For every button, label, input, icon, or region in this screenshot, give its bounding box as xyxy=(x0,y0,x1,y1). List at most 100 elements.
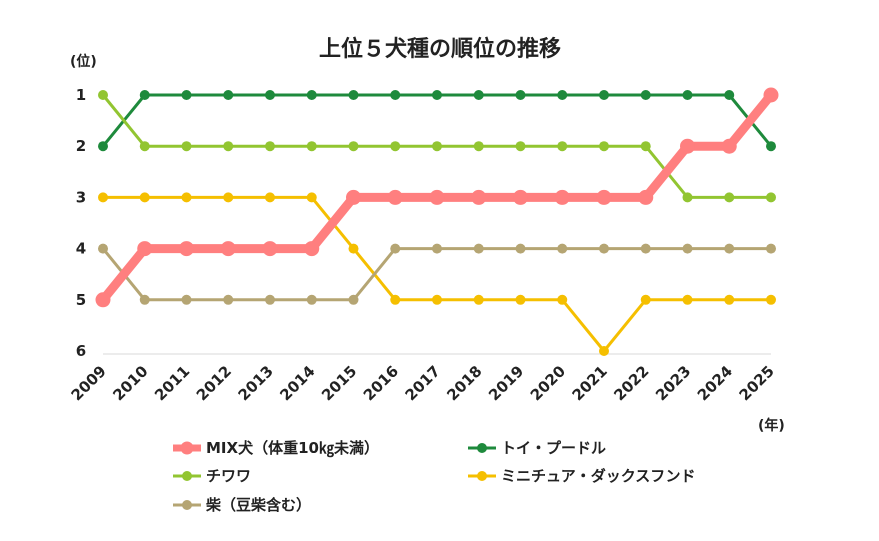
data-point xyxy=(557,141,568,152)
data-point xyxy=(306,294,317,305)
data-point xyxy=(265,192,275,203)
y-tick-label: 1 xyxy=(76,86,86,104)
series-line xyxy=(101,93,773,148)
data-point xyxy=(515,141,526,152)
legend-label: トイ・プードル xyxy=(501,439,606,457)
data-point xyxy=(473,294,484,305)
data-point xyxy=(348,141,359,152)
y-tick-label: 2 xyxy=(76,137,86,155)
data-point xyxy=(139,192,150,203)
legend-swatch-marker xyxy=(477,443,487,453)
x-tick-label: 2021 xyxy=(569,362,611,404)
legend-label: チワワ xyxy=(206,467,251,485)
data-point xyxy=(599,141,609,152)
data-point xyxy=(98,192,108,203)
data-point xyxy=(98,90,108,100)
data-point xyxy=(95,292,111,308)
x-tick-label: 2025 xyxy=(736,362,778,404)
data-point xyxy=(473,141,484,152)
y-tick-label: 5 xyxy=(76,291,86,309)
x-tick-label: 2015 xyxy=(318,362,360,404)
y-tick-label: 3 xyxy=(76,188,86,206)
data-point xyxy=(432,243,442,254)
x-tick-label: 2014 xyxy=(276,362,318,404)
data-point xyxy=(640,243,651,254)
chart-title: 上位５犬種の順位の推移 xyxy=(319,36,561,62)
data-point xyxy=(724,294,735,305)
data-point xyxy=(181,141,192,152)
data-point xyxy=(721,138,737,154)
x-tick-label: 2023 xyxy=(652,362,694,404)
legend-swatch-marker xyxy=(180,441,194,455)
data-point xyxy=(515,243,526,254)
data-point xyxy=(348,243,359,254)
data-point xyxy=(640,141,651,152)
data-point xyxy=(557,294,568,305)
data-point xyxy=(557,90,568,100)
x-axis-unit: (年) xyxy=(758,417,785,434)
data-point xyxy=(390,90,401,100)
legend-item: 柴（豆柴含む） xyxy=(173,496,311,514)
data-point xyxy=(513,189,528,205)
legend-swatch-marker xyxy=(182,500,192,510)
data-point xyxy=(599,90,609,100)
data-point xyxy=(471,189,487,205)
data-point xyxy=(346,189,361,205)
x-tick-label: 2011 xyxy=(151,362,193,404)
data-point xyxy=(763,87,779,103)
data-point xyxy=(306,141,317,152)
legend-item: チワワ xyxy=(173,467,251,485)
data-point xyxy=(98,141,108,152)
data-point xyxy=(181,192,192,203)
data-point xyxy=(599,346,609,356)
data-point xyxy=(554,189,570,205)
series-line xyxy=(101,195,773,353)
data-point xyxy=(557,243,568,254)
data-point xyxy=(640,90,651,100)
x-tick-label: 2018 xyxy=(443,362,485,404)
series-layer xyxy=(95,87,779,356)
data-point xyxy=(515,90,526,100)
data-point xyxy=(306,90,317,100)
data-point xyxy=(220,241,236,257)
data-point xyxy=(682,243,693,254)
data-point xyxy=(139,141,150,152)
data-point xyxy=(139,294,150,305)
data-point xyxy=(766,192,776,203)
data-point xyxy=(724,192,735,203)
legend-label: ミニチュア・ダックスフンド xyxy=(501,467,696,485)
data-point xyxy=(223,141,234,152)
x-tick-label: 2017 xyxy=(402,362,444,404)
legend-item: トイ・プードル xyxy=(468,439,606,457)
data-point xyxy=(265,294,275,305)
data-point xyxy=(515,294,526,305)
data-point xyxy=(473,243,484,254)
data-point xyxy=(390,243,401,254)
series-0 xyxy=(95,87,779,308)
data-point xyxy=(724,243,735,254)
data-point xyxy=(137,241,153,257)
data-point xyxy=(262,241,278,257)
x-tick-label: 2012 xyxy=(193,362,235,404)
data-point xyxy=(139,90,150,100)
legend-item: MIX犬（体重10㎏未満） xyxy=(173,439,379,458)
data-point xyxy=(223,90,234,100)
data-point xyxy=(98,243,108,254)
data-point xyxy=(432,90,442,100)
data-point xyxy=(429,189,445,205)
legend-item: ミニチュア・ダックスフンド xyxy=(468,467,696,485)
data-point xyxy=(640,294,651,305)
data-point xyxy=(223,294,234,305)
x-tick-label: 2009 xyxy=(68,362,110,404)
data-point xyxy=(596,189,612,205)
data-point xyxy=(348,90,359,100)
data-point xyxy=(638,189,654,205)
data-point xyxy=(680,138,695,154)
series-2 xyxy=(98,90,776,203)
data-point xyxy=(766,294,776,305)
data-point xyxy=(181,90,192,100)
data-point xyxy=(265,141,275,152)
